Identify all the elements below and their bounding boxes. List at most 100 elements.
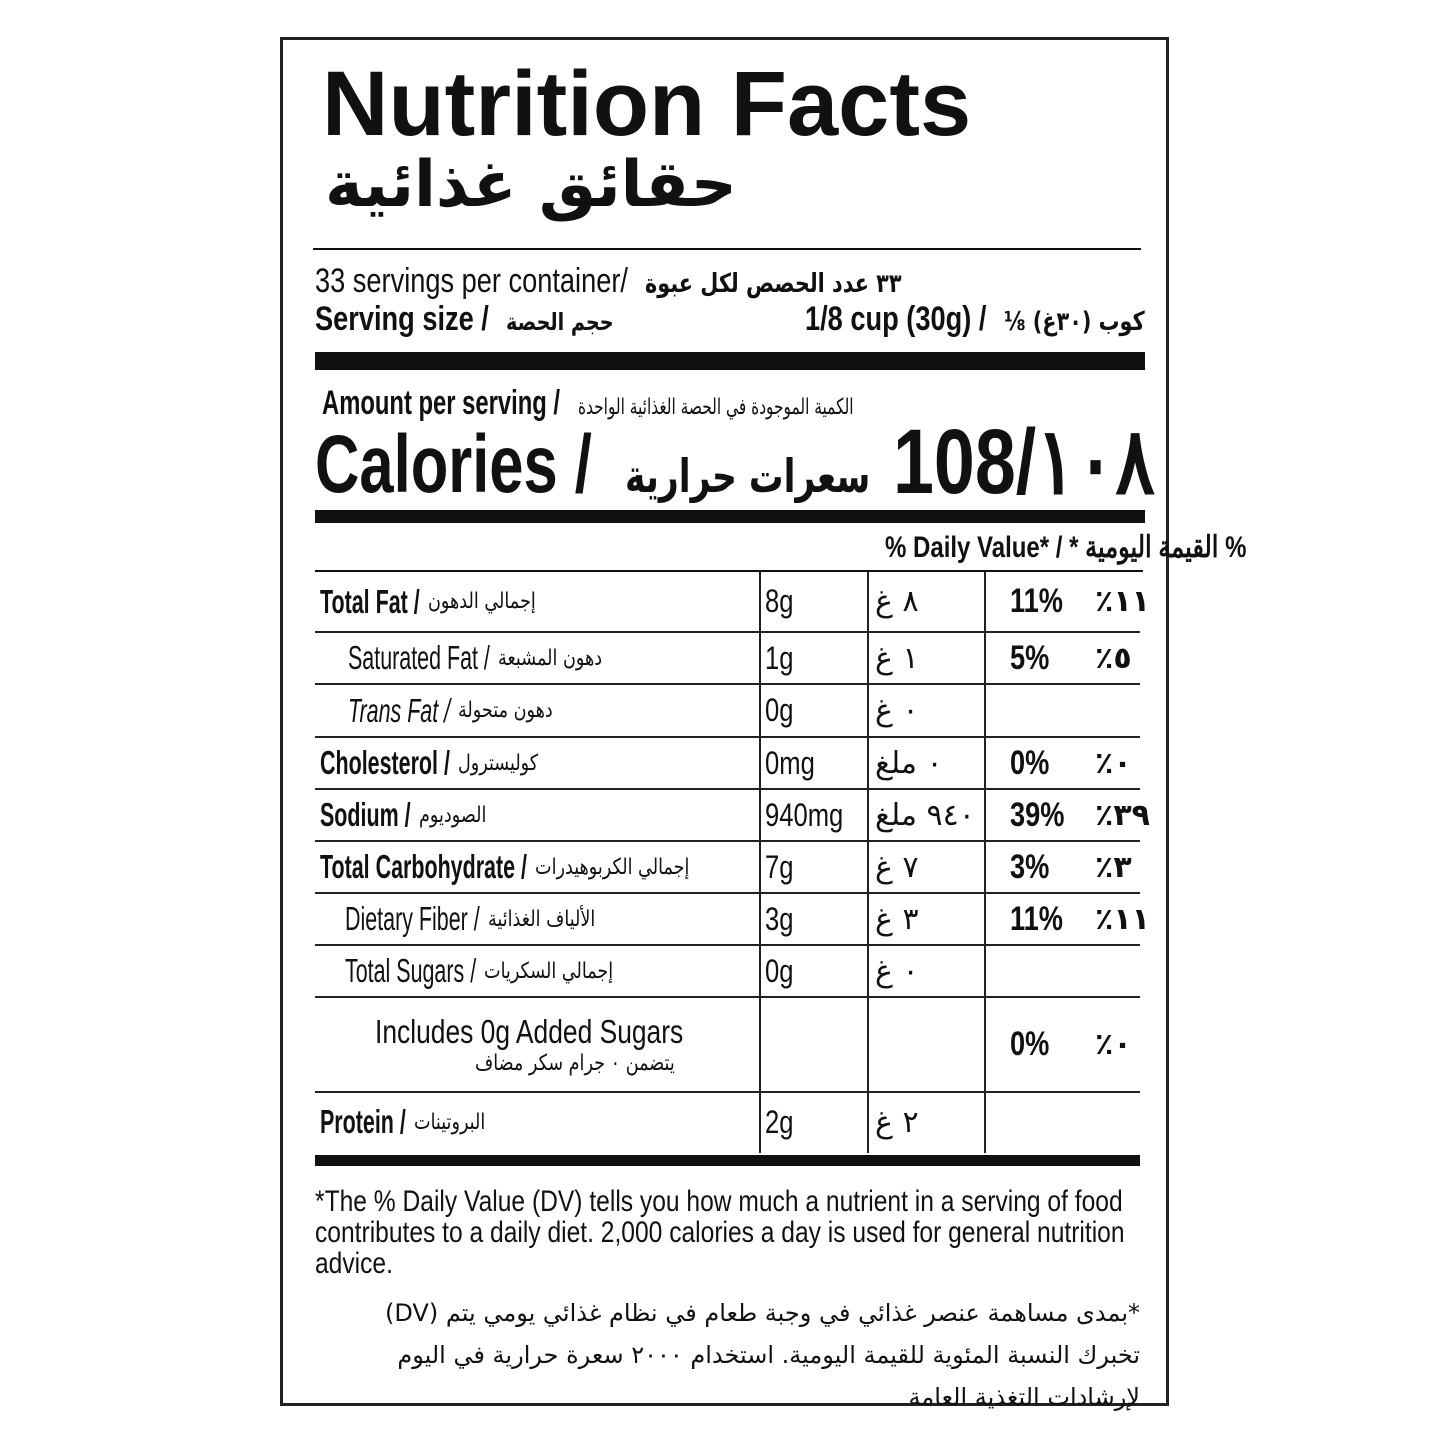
nutrient-row: Total Fat / إجمالي الدهون 8g ٨ غ 11% ٪١١ xyxy=(315,572,1150,633)
amount-en: 7g xyxy=(765,848,794,885)
column-divider xyxy=(984,572,986,1153)
nutrient-label: Includes 0g Added Sugars يتضمن ٠ جرام سك… xyxy=(320,998,760,1091)
calories-label: Calories / سعرات حرارية xyxy=(315,418,870,512)
amount-ar: ٠ ملغ xyxy=(875,745,943,781)
nutrient-label: Total Carbohydrate / إجمالي الكربوهيدرات xyxy=(320,842,760,892)
nutrient-label: Total Fat / إجمالي الدهون xyxy=(320,572,760,631)
amount-en: 0g xyxy=(765,692,794,728)
nutrient-name-en: Total Sugars / xyxy=(345,952,477,989)
nutrient-label: Protein / البروتينات xyxy=(320,1093,760,1151)
nutrient-label: Saturated Fat / دهون المشبعة xyxy=(320,633,760,683)
amount-per-serving: Amount per serving / الكمية الموجودة في … xyxy=(322,384,853,423)
nutrient-name-en: Total Carbohydrate / xyxy=(320,848,527,885)
nutrient-name-ar: دهون متحولة xyxy=(458,698,553,723)
serving-size-value: 1/8 cup (30g) / ⅛ كوب (٣٠غ) xyxy=(805,300,1144,339)
daily-value-percent: 39% xyxy=(1010,795,1065,834)
title: Nutrition Facts xyxy=(322,53,972,155)
nutrient-label: Sodium / الصوديوم xyxy=(320,790,760,840)
nutrient-row: Total Sugars / إجمالي السكريات 0g ٠ غ xyxy=(315,946,1140,998)
nutrient-name-en: Protein / xyxy=(320,1103,406,1140)
amount-ar: ٨ غ xyxy=(875,584,919,619)
daily-value-percent-ar: ٪٠ xyxy=(1095,1027,1132,1062)
title-arabic: حقائق غذائية xyxy=(325,148,737,222)
nutrient-name-ar: الصوديوم xyxy=(418,802,487,828)
daily-value-percent-ar: ٪٠ xyxy=(1095,745,1132,781)
amount-ar: ٣ غ xyxy=(875,901,919,937)
amount-en: 2g xyxy=(765,1103,794,1140)
nutrient-name-en: Dietary Fiber / xyxy=(345,900,480,937)
nutrient-row: Protein / البروتينات 2g ٢ غ xyxy=(315,1093,1140,1151)
nutrient-row: Total Carbohydrate / إجمالي الكربوهيدرات… xyxy=(315,842,1140,894)
amount-en: Amount per serving / xyxy=(322,384,561,422)
daily-value-percent-ar: ٪١١ xyxy=(1095,901,1150,937)
amount-ar: ١ غ xyxy=(875,640,919,676)
amount-ar: ٠ غ xyxy=(875,693,919,728)
footnote-ar: *بمدى مساهمة عنصر غذائي في وجبة طعام في … xyxy=(384,1299,1140,1411)
nutrient-name-ar: البروتينات xyxy=(413,1109,486,1135)
serving-size-value-ar: ⅛ كوب (٣٠غ) xyxy=(1003,307,1145,337)
nutrient-name-en: Cholesterol / xyxy=(320,744,450,781)
daily-value-percent-ar: ٪٣٩ xyxy=(1095,797,1150,833)
amount-ar: ٠ غ xyxy=(875,953,919,989)
amount-ar: ٧ غ xyxy=(875,849,919,885)
amount-ar: الكمية الموجودة في الحصة الغذائية الواحد… xyxy=(577,395,854,420)
nutrient-row: Cholesterol / كوليسترول 0mg ٠ ملغ 0% ٪٠ xyxy=(315,738,1140,790)
serving-size-label: Serving size / حجم الحصة xyxy=(315,300,614,339)
amount-en: 1g xyxy=(765,639,794,676)
servings-per-container: 33 servings per container/ ٣٣ عدد الحصص … xyxy=(315,262,902,301)
daily-value-percent: 3% xyxy=(1010,847,1050,886)
servings-en: 33 servings per container/ xyxy=(315,262,628,300)
divider xyxy=(315,570,1143,572)
nutrient-label: Dietary Fiber / الألياف الغذائية xyxy=(320,894,760,944)
nutrient-name-ar: إجمالي الكربوهيدرات xyxy=(535,854,690,880)
amount-ar: ٢ غ xyxy=(875,1104,919,1140)
nutrient-row: Sodium / الصوديوم 940mg ٩٤٠ ملغ 39% ٪٣٩ xyxy=(315,790,1150,842)
nutrient-name-en: Sodium / xyxy=(320,796,411,833)
nutrient-row: Includes 0g Added Sugars يتضمن ٠ جرام سك… xyxy=(315,998,1140,1093)
amount-en: 0mg xyxy=(765,744,815,781)
daily-value-percent-ar: ٪١١ xyxy=(1095,584,1150,619)
nutrient-label: Cholesterol / كوليسترول xyxy=(320,738,760,788)
amount-en: 940mg xyxy=(765,796,844,833)
nutrient-label: Trans Fat / دهون متحولة xyxy=(320,685,760,736)
divider xyxy=(313,248,1141,250)
calories-ar: سعرات حرارية xyxy=(624,449,870,503)
serving-size-en: Serving size / xyxy=(315,300,489,338)
nutrient-row: Dietary Fiber / الألياف الغذائية 3g ٣ غ … xyxy=(315,894,1150,946)
nutrient-name-ar: كوليسترول xyxy=(457,750,539,776)
amount-ar: ٩٤٠ ملغ xyxy=(875,797,975,833)
footnote-en: *The % Daily Value (DV) tells you how mu… xyxy=(315,1185,1125,1280)
serving-size-ar: حجم الحصة xyxy=(506,308,615,336)
nutrient-row: Saturated Fat / دهون المشبعة 1g ١ غ 5% ٪… xyxy=(315,633,1140,685)
thick-bar xyxy=(315,1155,1140,1166)
nutrient-name-ar: إجمالي الدهون xyxy=(427,589,536,614)
daily-value-percent: 0% xyxy=(1010,743,1050,782)
calories-value: 108/١٠٨ xyxy=(893,411,1155,513)
nutrient-name-ar: يتضمن ٠ جرام سكر مضاف xyxy=(475,1051,675,1076)
amount-en: 3g xyxy=(765,900,794,937)
nutrient-name-ar: إجمالي السكريات xyxy=(484,958,614,984)
nutrient-row: Trans Fat / دهون متحولة 0g ٠ غ xyxy=(315,685,1140,738)
nutrient-name-en: Includes 0g Added Sugars xyxy=(375,1013,684,1050)
thick-bar xyxy=(315,510,1145,523)
nutrient-label: Total Sugars / إجمالي السكريات xyxy=(320,946,760,996)
daily-value-percent-ar: ٪٣ xyxy=(1095,849,1132,885)
amount-en: 0g xyxy=(765,952,794,989)
nutrient-name-en: Trans Fat / xyxy=(348,691,451,729)
daily-value-percent: 0% xyxy=(1010,1025,1050,1063)
nutrient-name-ar: دهون المشبعة xyxy=(498,645,603,671)
daily-value-percent: 5% xyxy=(1010,638,1050,677)
calories-en: Calories / xyxy=(315,419,592,510)
label-frame xyxy=(280,37,1169,1406)
thick-bar xyxy=(315,352,1145,370)
column-divider xyxy=(867,572,869,1153)
servings-ar: ٣٣ عدد الحصص لكل عبوة xyxy=(645,269,903,299)
serving-size-value-en: 1/8 cup (30g) / xyxy=(805,300,987,338)
daily-value-percent-ar: ٪٥ xyxy=(1095,640,1132,676)
daily-value-percent: 11% xyxy=(1010,899,1063,938)
daily-value-percent: 11% xyxy=(1010,582,1063,620)
nutrient-name-en: Total Fat / xyxy=(320,582,420,620)
column-divider xyxy=(759,572,761,1153)
daily-value-header: % Daily Value* / * القيمة اليومية % xyxy=(885,531,1247,564)
nutrient-name-en: Saturated Fat / xyxy=(348,639,490,676)
